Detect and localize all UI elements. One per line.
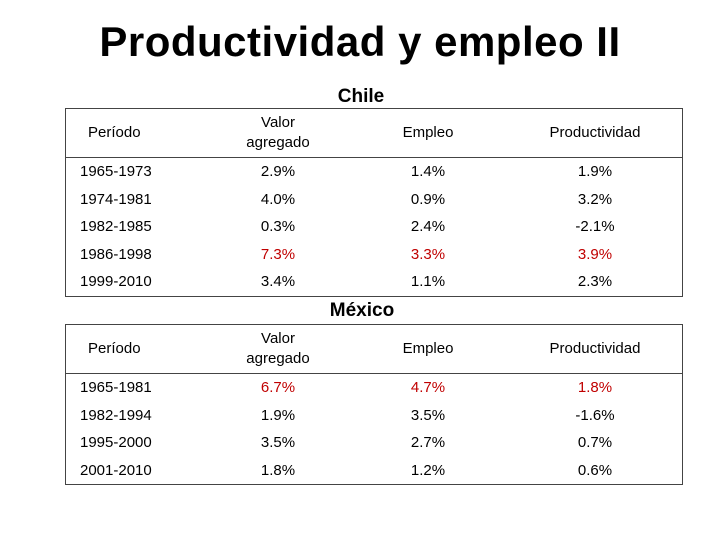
page-title: Productividad y empleo II: [99, 18, 621, 65]
header-periodo: Período: [88, 340, 141, 357]
cell-empleo: 1.1%: [410, 273, 446, 291]
table-row: 1982-1994 1.9% 3.5% -1.6%: [66, 402, 683, 430]
cell-periodo: 1982-1985: [80, 218, 152, 236]
cell-valor-agregado: 7.3%: [260, 245, 296, 263]
cell-periodo: 1965-1973: [80, 163, 152, 181]
cell-valor-agregado: 3.4%: [260, 273, 296, 291]
table-header-row: Período Valor agregado Empleo Productivid…: [65, 109, 683, 158]
cell-valor-agregado: 3.5%: [260, 434, 296, 452]
header-productividad: Productividad: [549, 124, 641, 141]
cell-empleo: 4.7%: [410, 379, 446, 397]
cell-valor-agregado: 4.0%: [260, 190, 296, 208]
cell-valor-agregado: 6.7%: [260, 379, 296, 397]
cell-periodo: 1986-1998: [80, 245, 152, 263]
table-row: 2001-2010 1.8% 1.2% 0.6%: [66, 457, 683, 485]
cell-empleo: 2.4%: [410, 218, 446, 236]
cell-periodo: 1965-1981: [80, 379, 152, 397]
header-periodo: Período: [88, 124, 141, 141]
cell-empleo: 2.7%: [410, 434, 446, 452]
cell-empleo: 3.5%: [410, 406, 446, 424]
header-productividad: Productividad: [549, 340, 641, 357]
header-empleo: Empleo: [402, 340, 454, 357]
cell-productividad: 1.9%: [577, 163, 613, 181]
mexico-table: Período Valor agregado Empleo Productivid…: [65, 324, 683, 485]
cell-productividad: 2.3%: [577, 273, 613, 291]
header-empleo: Empleo: [402, 124, 454, 141]
cell-valor-agregado: 0.3%: [260, 218, 296, 236]
cell-valor-agregado: 1.9%: [260, 406, 296, 424]
header-valor-agregado: Valor agregado: [246, 330, 310, 367]
cell-valor-agregado: 1.8%: [260, 461, 296, 479]
cell-periodo: 1995-2000: [80, 434, 152, 452]
cell-empleo: 3.3%: [410, 245, 446, 263]
cell-periodo: 1999-2010: [80, 273, 152, 291]
table-row: 1982-1985 0.3% 2.4% -2.1%: [66, 213, 683, 241]
header-valor-agregado: Valor agregado: [246, 114, 310, 151]
table-row: 1965-1981 6.7% 4.7% 1.8%: [66, 374, 683, 402]
cell-empleo: 1.2%: [410, 461, 446, 479]
cell-productividad: 1.8%: [577, 379, 613, 397]
cell-productividad: -1.6%: [575, 406, 615, 424]
cell-productividad: -2.1%: [575, 218, 615, 236]
cell-productividad: 0.7%: [577, 434, 613, 452]
table-row: 1965-1973 2.9% 1.4% 1.9%: [66, 158, 683, 186]
chile-table: Período Valor agregado Empleo Productivid…: [65, 108, 683, 297]
cell-empleo: 1.4%: [410, 163, 446, 181]
cell-periodo: 1974-1981: [80, 190, 152, 208]
cell-productividad: 3.2%: [577, 190, 613, 208]
table-row: 1995-2000 3.5% 2.7% 0.7%: [66, 429, 683, 457]
cell-productividad: 3.9%: [577, 245, 613, 263]
table-row: 1974-1981 4.0% 0.9% 3.2%: [66, 186, 683, 214]
mexico-caption: México: [329, 300, 395, 321]
table-header-row: Período Valor agregado Empleo Productivid…: [65, 325, 683, 374]
cell-empleo: 0.9%: [410, 190, 446, 208]
cell-productividad: 0.6%: [577, 461, 613, 479]
table-row: 1999-2010 3.4% 1.1% 2.3%: [66, 268, 683, 296]
chile-caption: Chile: [337, 86, 385, 107]
cell-periodo: 1982-1994: [80, 406, 152, 424]
cell-periodo: 2001-2010: [80, 461, 152, 479]
table-row: 1986-1998 7.3% 3.3% 3.9%: [66, 241, 683, 269]
cell-valor-agregado: 2.9%: [260, 163, 296, 181]
